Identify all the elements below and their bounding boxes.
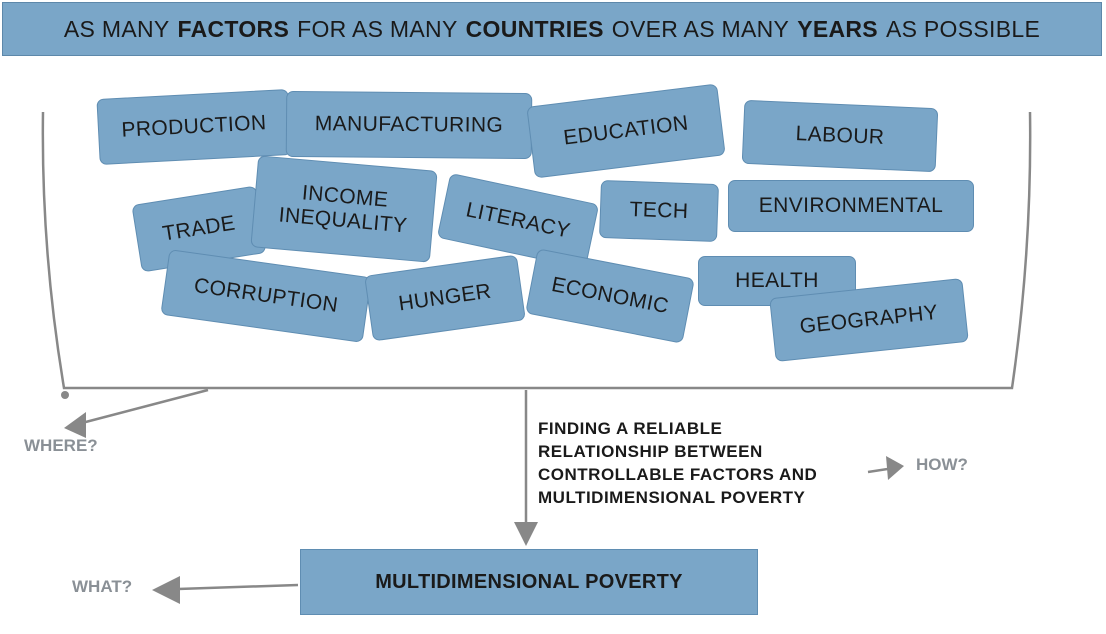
finding-line: MULTIDIMENSIONAL POVERTY <box>538 488 806 507</box>
factor-environmental: ENVIRONMENTAL <box>728 180 974 232</box>
down-arrow-head <box>514 522 538 546</box>
factor-production: PRODUCTION <box>96 89 292 165</box>
header-segment: OVER AS MANY <box>611 15 790 42</box>
header-segment: FOR AS MANY <box>297 15 458 42</box>
factor-manufacturing: MANUFACTURING <box>285 90 533 160</box>
what-question: WHAT? <box>72 577 133 596</box>
header-segment-bold: YEARS <box>797 15 878 42</box>
header-segment-bold: COUNTRIES <box>465 15 604 42</box>
finding-line: CONTROLLABLE FACTORS AND <box>538 465 818 484</box>
bowl-corner-dot <box>61 391 69 399</box>
what-arrow <box>177 583 299 591</box>
how-question: HOW? <box>916 455 968 474</box>
factor-income-inequality: INCOME INEQUALITY <box>250 155 438 263</box>
factor-labour: LABOUR <box>741 99 939 173</box>
header-segment: AS POSSIBLE <box>885 15 1041 42</box>
header-segment: AS MANY <box>63 15 170 42</box>
result-box: MULTIDIMENSIONAL POVERTY <box>300 549 758 615</box>
factor-bowl <box>41 111 1032 390</box>
header-banner: AS MANY FACTORS FOR AS MANY COUNTRIES OV… <box>2 2 1102 56</box>
result-label: MULTIDIMENSIONAL POVERTY <box>375 570 683 593</box>
finding-text: FINDING A RELIABLE RELATIONSHIP BETWEEN … <box>538 417 858 509</box>
finding-line: FINDING A RELIABLE <box>538 419 723 438</box>
finding-line: RELATIONSHIP BETWEEN <box>538 442 763 461</box>
where-arrow <box>77 388 209 426</box>
header-segment-bold: FACTORS <box>177 15 290 42</box>
where-question: WHERE? <box>24 436 98 455</box>
factor-tech: TECH <box>599 179 719 243</box>
